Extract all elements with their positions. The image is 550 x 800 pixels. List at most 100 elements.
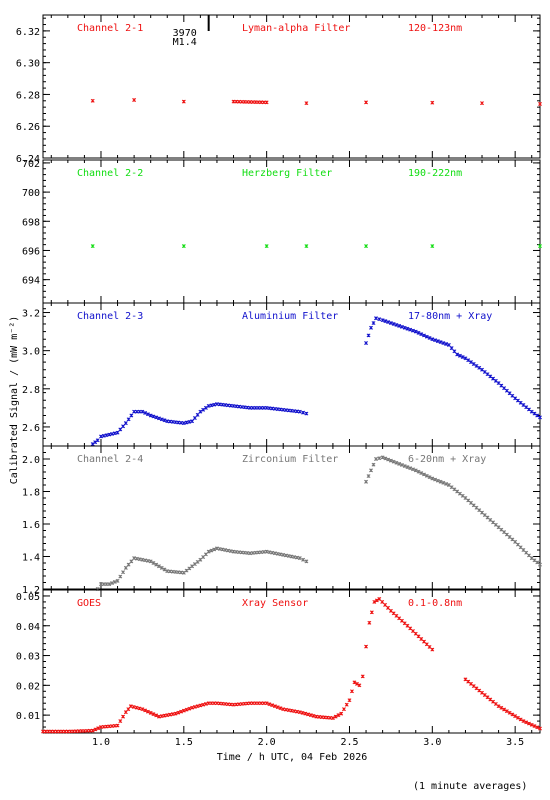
data-point <box>377 456 382 461</box>
data-point <box>140 409 145 414</box>
panel-label-band: 6-20nm + Xray <box>408 454 486 465</box>
data-point <box>272 704 277 709</box>
data-point <box>192 704 197 709</box>
data-point <box>529 722 534 727</box>
y-tick-label: 1.4 <box>22 553 40 564</box>
data-point <box>90 98 95 103</box>
x-tick-label: 1.5 <box>175 737 193 748</box>
data-point <box>311 713 316 718</box>
data-point <box>304 411 309 416</box>
flare-marker-region: 3970 <box>173 28 197 39</box>
y-tick-label: 1.6 <box>22 520 40 531</box>
y-tick-label: 700 <box>22 188 40 199</box>
data-point <box>430 100 435 105</box>
y-tick-label: 6.28 <box>16 90 40 101</box>
data-point <box>524 720 529 725</box>
data-point <box>148 710 153 715</box>
series-markers <box>90 98 542 106</box>
data-point <box>275 705 280 710</box>
data-point <box>339 711 344 716</box>
data-point <box>369 325 373 330</box>
data-point <box>388 458 393 463</box>
data-point <box>435 478 440 483</box>
data-point <box>419 471 424 476</box>
panel-4: 1.2 1.4 1.6 1.8 2.0 Channel 2-4 Zirconium Filt… <box>22 445 542 596</box>
data-point <box>504 709 509 714</box>
data-point <box>435 339 440 344</box>
panel-label-filter: Herzberg Filter <box>242 168 332 179</box>
data-point <box>471 362 476 366</box>
data-point <box>411 328 415 333</box>
data-point <box>131 704 136 709</box>
data-point <box>123 710 128 715</box>
data-point <box>369 468 373 473</box>
data-point <box>212 402 217 407</box>
data-point <box>154 415 159 420</box>
data-point <box>264 549 269 554</box>
x-tick-label: 1.0 <box>92 737 110 748</box>
data-point <box>93 727 98 732</box>
data-point <box>129 559 134 564</box>
data-point <box>275 551 280 556</box>
data-point <box>430 647 435 652</box>
data-point <box>203 552 208 557</box>
data-point <box>264 100 269 105</box>
panel-label-filter: Lyman-alpha Filter <box>242 23 350 34</box>
data-point <box>190 419 195 424</box>
data-point <box>457 353 462 358</box>
data-point <box>201 702 206 707</box>
data-point <box>267 702 272 707</box>
data-point <box>126 417 131 422</box>
data-point <box>212 547 217 552</box>
data-point <box>336 713 341 718</box>
data-point <box>143 410 148 415</box>
data-point <box>377 596 382 601</box>
data-point <box>304 101 309 106</box>
data-point <box>270 550 275 555</box>
data-point <box>220 547 225 552</box>
data-point <box>452 349 457 354</box>
data-point <box>413 468 418 473</box>
data-point <box>388 321 393 325</box>
data-point <box>181 421 186 426</box>
data-point <box>369 610 374 615</box>
data-point <box>304 559 309 564</box>
data-point <box>126 707 131 712</box>
panel-5: 0.01 0.02 0.03 0.04 0.05 GOES Xray Sensor 0.1-0… <box>16 589 542 734</box>
data-point <box>270 703 275 708</box>
data-point <box>469 360 473 365</box>
data-point <box>422 472 426 477</box>
data-point <box>281 552 286 557</box>
data-point <box>330 716 335 721</box>
data-point <box>154 562 159 567</box>
data-point <box>350 689 354 694</box>
data-point <box>408 327 413 332</box>
data-point <box>159 565 164 570</box>
panel-frame <box>42 159 541 304</box>
data-point <box>295 709 299 714</box>
data-point <box>306 712 311 717</box>
data-point <box>364 100 369 105</box>
data-point <box>184 707 189 712</box>
data-point <box>405 465 410 470</box>
data-point <box>286 708 291 713</box>
data-point <box>292 555 297 559</box>
data-point <box>179 709 184 714</box>
data-point <box>121 424 126 429</box>
y-tick-label: 1.2 <box>22 585 40 596</box>
data-point <box>360 674 365 679</box>
data-point <box>121 714 126 719</box>
data-point <box>538 726 542 731</box>
data-point <box>104 433 109 438</box>
data-point <box>134 556 139 561</box>
y-tick-label: 694 <box>22 276 40 287</box>
data-point <box>292 709 297 714</box>
data-point <box>297 556 302 561</box>
data-point <box>413 631 418 636</box>
data-point <box>408 466 413 471</box>
data-point <box>198 409 203 414</box>
data-point <box>444 342 449 346</box>
data-point <box>502 707 507 712</box>
data-point <box>303 711 308 716</box>
